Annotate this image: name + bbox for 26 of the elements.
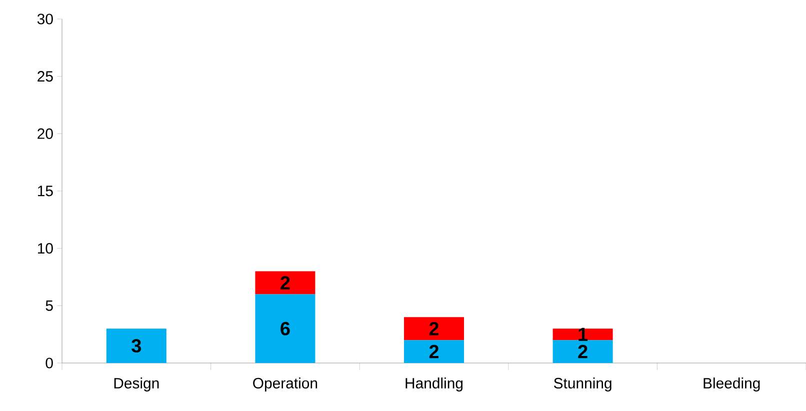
bar	[404, 317, 464, 340]
data-label: 6	[280, 322, 290, 336]
data-label: 2	[429, 322, 439, 336]
data-label: 2	[429, 344, 439, 358]
bar	[404, 340, 464, 363]
x-tick-label: Handling	[406, 378, 463, 392]
y-tick-label: 20	[38, 128, 53, 139]
x-tick-label: Bleeding	[704, 378, 760, 392]
bar	[255, 294, 316, 363]
data-label: 2	[280, 276, 290, 290]
y-tick-label: 5	[46, 300, 53, 311]
bar	[106, 328, 166, 363]
y-tick-label: 30	[37, 14, 53, 24]
data-label: 3	[132, 339, 141, 353]
bar	[255, 271, 316, 294]
bar	[552, 340, 613, 363]
bar	[552, 328, 613, 340]
y-tick-label: 10	[38, 243, 53, 254]
data-label: 2	[578, 344, 588, 358]
y-tick-label: 25	[38, 71, 53, 82]
x-tick-label: Design	[114, 378, 159, 392]
y-tick-label: 15	[38, 186, 53, 196]
data-label: 1	[578, 328, 588, 341]
x-tick-label: Stunning	[554, 378, 612, 392]
x-tick-label: Operation	[253, 378, 318, 392]
y-tick-label: 0	[46, 358, 53, 368]
